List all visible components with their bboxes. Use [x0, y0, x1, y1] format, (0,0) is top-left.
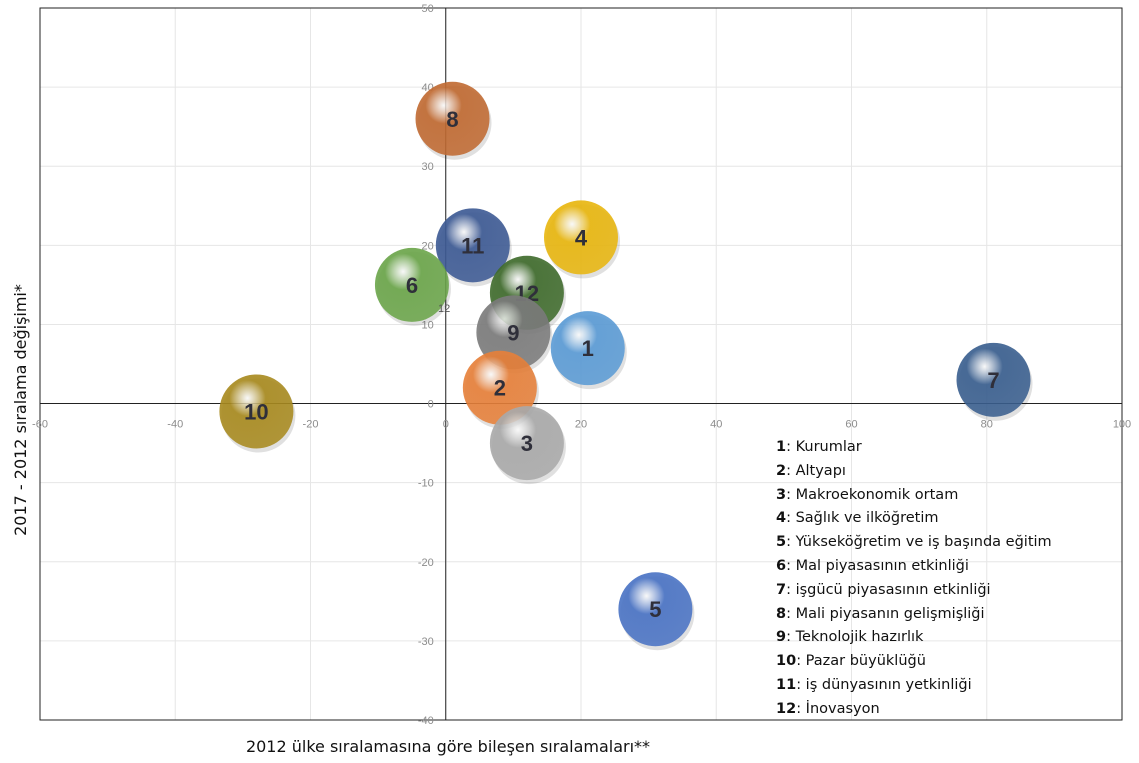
legend-text: : Kurumlar: [786, 439, 862, 455]
bubble-label: 11: [461, 233, 484, 258]
bubble-marker: [544, 200, 618, 275]
legend-text: : iş dünyasının yetkinliği: [796, 676, 972, 693]
legend-item: 1: Kurumlar: [776, 436, 1052, 460]
legend-number: 4: [776, 510, 787, 527]
legend-text: : Sağlık ve ilköğretim: [786, 510, 939, 527]
legend-number: 2: [776, 462, 787, 479]
bubble-label: 4: [575, 225, 588, 250]
y-tick-label: 10: [422, 319, 434, 331]
legend-number: 6: [776, 557, 787, 574]
bubble-marker: [618, 572, 693, 647]
x-tick-label: 20: [575, 419, 587, 431]
x-tick-label: -40: [167, 419, 183, 431]
x-tick-label: 40: [710, 419, 722, 431]
bubble-label: 8: [446, 107, 458, 132]
x-tick-label: 0: [443, 419, 449, 431]
bubble-3: 3: [489, 406, 566, 485]
legend-item: 3: Makroekonomik ortam: [776, 484, 1052, 508]
bubble-label: 10: [244, 399, 268, 424]
legend-text: : İnovasyon: [796, 700, 880, 717]
bubble-marker: [462, 350, 537, 425]
plot-area: [39, 7, 1123, 721]
legend-item: 12: İnovasyon: [776, 698, 1052, 722]
bubble-label: 1: [582, 336, 594, 361]
x-tick-label: 60: [845, 419, 857, 431]
tick-labels: -60 -40 -20 0 20 40 60 80 100 -40 -30 -20 -10 0 10 20 30…: [32, 3, 1131, 727]
legend-text: : Yükseköğretim ve iş başında eğitim: [786, 534, 1052, 551]
legend-item: 7: işgücü piyasasının etkinliği: [776, 579, 1052, 603]
y-tick-label: 30: [422, 161, 434, 173]
bubble-label: 5: [649, 597, 661, 622]
legend-item: 11: iş dünyasının yetkinliği: [776, 674, 1052, 698]
legend-number: 8: [776, 605, 787, 622]
x-tick-label: 100: [1113, 419, 1131, 431]
bubble-marker: [489, 406, 564, 481]
stray-label: 12: [438, 303, 451, 315]
bubble-marker: [374, 247, 449, 322]
bubble-marker: [435, 208, 510, 283]
bubble-7: 7: [956, 342, 1033, 421]
bubble-marker: [476, 295, 551, 370]
bubble-6: 6: [374, 247, 451, 326]
legend-number: 12: [776, 700, 797, 717]
legend-number: 9: [776, 629, 787, 646]
y-tick-label: -40: [418, 715, 434, 727]
legend-item: 8: Mali piyasanın gelişmişliği: [776, 603, 1052, 627]
y-tick-label: -20: [418, 557, 434, 569]
y-tick-label: 0: [428, 399, 434, 411]
bubble-11: 11: [435, 208, 512, 287]
y-axis-title: 2017 - 2012 sıralama değişimi*: [11, 284, 30, 536]
bubble-marker: [550, 311, 625, 386]
legend-text: : Mali piyasanın gelişmişliği: [786, 605, 985, 622]
bubble-marker: [219, 374, 294, 449]
y-tick-label: -10: [418, 478, 434, 490]
legend-number: 1: [776, 439, 787, 455]
legend-item: 5: Yükseköğretim ve iş başında eğitim: [776, 531, 1052, 555]
x-axis-title: 2012 ülke sıralamasına göre bileşen sıra…: [246, 737, 650, 756]
x-tick-label: -20: [303, 419, 319, 431]
x-tick-label: 80: [981, 419, 993, 431]
bubble-label: 9: [507, 320, 519, 345]
legend-item: 6: Mal piyasasının etkinliği: [776, 555, 1052, 579]
legend-text: : Altyapı: [786, 462, 846, 479]
bubble-label: 7: [987, 368, 999, 393]
bubble-marker: [956, 342, 1031, 417]
x-tick-label: -60: [32, 419, 48, 431]
bubble-8: 8: [415, 81, 492, 160]
y-tick-label: -30: [418, 636, 434, 648]
legend-item: 2: Altyapı: [776, 460, 1052, 484]
legend-number: 3: [776, 486, 787, 503]
bubble-marker: [415, 81, 490, 156]
legend-text: : işgücü piyasasının etkinliği: [786, 581, 991, 598]
bubble-10: 10: [219, 374, 296, 453]
bubble-1: 1: [550, 311, 627, 390]
legend-number: 11: [776, 676, 797, 693]
bubble-5: 5: [618, 572, 695, 651]
y-tick-label: 20: [422, 240, 434, 252]
bubble-label: 2: [494, 376, 506, 401]
legend-item: 9: Teknolojik hazırlık: [776, 626, 1052, 650]
bubble-4: 4: [544, 200, 620, 279]
bubble-label: 6: [406, 273, 418, 298]
legend: 1: Kurumlar 2: Altyapı 3: Makroekonomik or…: [776, 436, 1052, 722]
legend-number: 7: [776, 581, 787, 598]
bubble-label: 3: [521, 431, 533, 456]
legend-text: : Teknolojik hazırlık: [786, 629, 924, 646]
legend-text: : Makroekonomik ortam: [786, 486, 959, 503]
legend-item: 10: Pazar büyüklüğü: [776, 650, 1052, 674]
legend-text: : Mal piyasasının etkinliği: [786, 557, 969, 574]
y-tick-label: 50: [422, 3, 434, 15]
legend-text: : Pazar büyüklüğü: [796, 653, 926, 670]
legend-number: 5: [776, 534, 787, 551]
legend-number: 10: [776, 653, 797, 670]
legend-item: 4: Sağlık ve ilköğretim: [776, 507, 1052, 531]
